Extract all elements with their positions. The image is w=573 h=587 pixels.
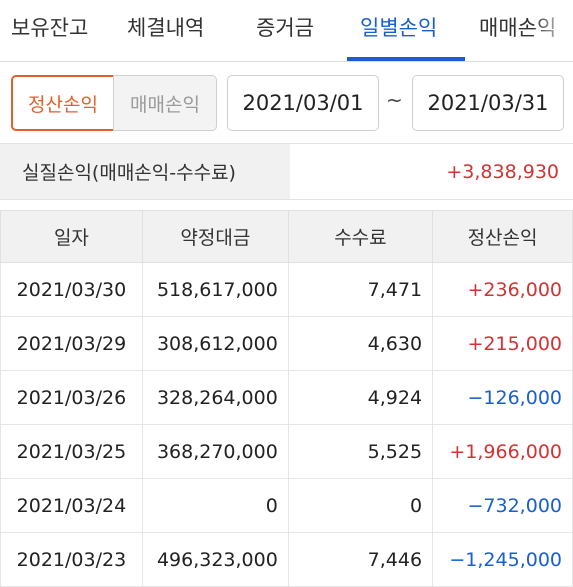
row-settlement-pnl: +215,000 — [432, 316, 573, 371]
row-settlement-pnl: +1,966,000 — [432, 424, 573, 479]
net-pnl-value: +3,838,930 — [446, 160, 559, 183]
table-row[interactable]: 2021/03/29 308,612,000 4,630 +215,000 — [0, 316, 573, 371]
table-row[interactable]: 2021/03/30 518,617,000 7,471 +236,000 — [0, 262, 573, 317]
table-row[interactable]: 2021/03/25 368,270,000 5,525 +1,966,000 — [0, 424, 573, 479]
column-header-date: 일자 — [0, 210, 143, 263]
row-contract-amount: 368,270,000 — [141, 424, 289, 479]
row-contract-amount: 0 — [141, 478, 289, 533]
row-date: 2021/03/29 — [0, 316, 143, 371]
row-settlement-pnl: −126,000 — [432, 370, 573, 425]
daily-pnl-table: 일자 약정대금 수수료 정산손익 2021/03/30 518,617,000 7,… — [0, 210, 573, 587]
row-date: 2021/03/24 — [0, 478, 143, 533]
tab-bar: 보유잔고 체결내역 증거금 일별손익 매매손익 — [0, 0, 573, 62]
column-header-fee: 수수료 — [287, 210, 434, 263]
tab-holdings[interactable]: 보유잔고 — [11, 16, 89, 40]
net-pnl-label: 실질손익(매매손익-수수료) — [0, 144, 290, 199]
table-row[interactable]: 2021/03/26 328,264,000 4,924 −126,000 — [0, 370, 573, 425]
row-date: 2021/03/25 — [0, 424, 143, 479]
settlement-pnl-button[interactable]: 정산손익 — [11, 75, 115, 131]
table-header-row: 일자 약정대금 수수료 정산손익 — [0, 210, 573, 263]
row-date: 2021/03/30 — [0, 262, 143, 317]
active-tab-indicator — [347, 57, 465, 61]
row-fee: 4,924 — [287, 370, 434, 425]
row-contract-amount: 518,617,000 — [141, 262, 289, 317]
tab-trading-pnl[interactable]: 매매손익 — [479, 16, 557, 40]
tab-daily-pnl[interactable]: 일별손익 — [360, 16, 438, 40]
row-settlement-pnl: +236,000 — [432, 262, 573, 317]
row-contract-amount: 308,612,000 — [141, 316, 289, 371]
row-date: 2021/03/26 — [0, 370, 143, 425]
end-date-field[interactable]: 2021/03/31 — [412, 75, 564, 131]
row-fee: 5,525 — [287, 424, 434, 479]
column-header-contract-amount: 약정대금 — [141, 210, 289, 263]
row-contract-amount: 328,264,000 — [141, 370, 289, 425]
date-range-separator: ~ — [386, 88, 403, 112]
tab-executions[interactable]: 체결내역 — [127, 16, 205, 40]
row-settlement-pnl: −732,000 — [432, 478, 573, 533]
row-fee: 0 — [287, 478, 434, 533]
tab-margin[interactable]: 증거금 — [256, 16, 314, 40]
table-row[interactable]: 2021/03/24 0 0 −732,000 — [0, 478, 573, 533]
start-date-field[interactable]: 2021/03/01 — [227, 75, 379, 131]
trading-pnl-button[interactable]: 매매손익 — [113, 75, 217, 131]
row-fee: 4,630 — [287, 316, 434, 371]
pnl-type-toggle: 정산손익 매매손익 — [11, 75, 217, 131]
column-header-settlement-pnl: 정산손익 — [432, 210, 573, 263]
net-pnl-summary: 실질손익(매매손익-수수료) +3,838,930 — [0, 143, 573, 200]
row-fee: 7,471 — [287, 262, 434, 317]
